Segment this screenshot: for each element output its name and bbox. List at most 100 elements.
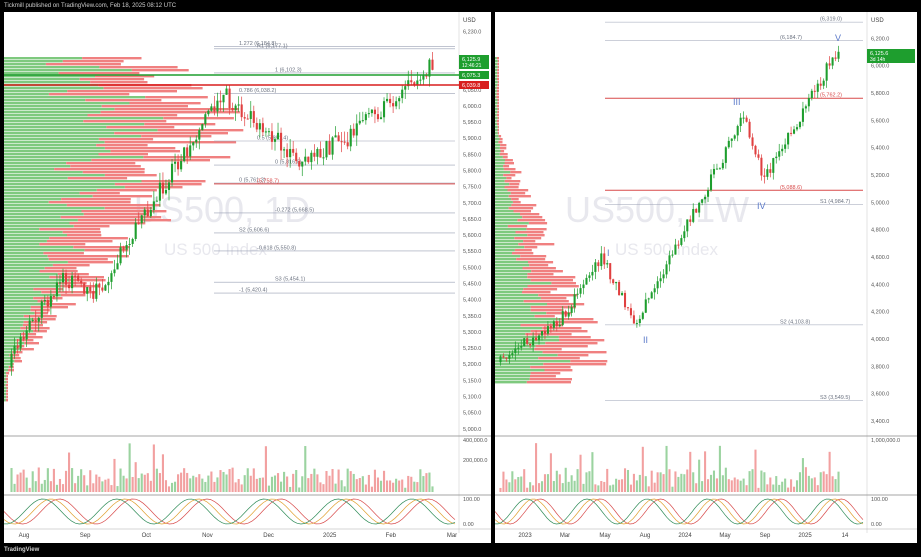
candle-body [404,86,407,90]
candle-body [104,285,107,291]
volume-profile-buy [4,156,144,159]
volume-bar [382,470,386,492]
volume-profile-sell [5,399,8,402]
volume-profile-sell [507,189,529,192]
volume-profile-buy [495,87,497,90]
candle-body [653,288,656,293]
volume-profile-buy [495,312,547,315]
candle-body [701,199,704,203]
price-tick-label: 5,200.0 [463,362,481,368]
candle-body [837,51,840,59]
volume-profile-sell [69,222,146,225]
daily-chart-panel[interactable]: US500, 1D US 500 Index 1.272 (6,184.8) R1 (… [4,12,491,543]
candle-body [228,88,231,109]
volume-profile-buy [495,306,531,309]
price-tick-label: 5,400.0 [463,298,481,304]
candle-body [146,209,149,217]
volume-profile-sell [141,135,212,138]
candle-body [71,275,74,289]
volume-bar [392,482,395,492]
candle-body [597,262,600,267]
candle-body [523,338,526,347]
volume-profile-sell [129,102,201,105]
volume-profile-buy [4,195,93,198]
candle-body [603,253,606,265]
volume-profile-buy [4,165,71,168]
volume-bar [653,482,656,492]
volume-profile-buy [495,189,508,192]
volume-profile-buy [4,126,107,129]
volume-bar [243,475,246,492]
volume-bar [207,475,210,492]
volume-profile-sell [530,366,571,369]
price-tick-label: 5,950.0 [463,120,481,126]
candle-body [795,127,799,130]
volume-bar [502,471,505,492]
daily-chart[interactable]: US500, 1D US 500 Index 1.272 (6,184.8)R1 (… [4,12,491,543]
volume-bar [367,474,370,492]
volume-profile-sell [163,117,234,120]
volume-profile-buy [495,351,543,354]
volume-bar [754,449,757,492]
volume-profile-sell [6,387,8,390]
volume-profile-sell [497,69,499,72]
candle-body [134,222,137,239]
volume-bar [128,443,131,492]
candle-body [733,135,736,139]
volume-bar [579,454,582,492]
price-tick-label: 4,000.0 [871,337,889,343]
volume-bar [784,478,787,492]
volume-profile-buy [495,66,498,69]
volume-profile-buy [4,342,25,345]
candle-body [46,299,49,307]
volume-profile-sell [497,72,499,75]
candle-body [781,148,784,152]
volume-bar [361,476,364,492]
volume-bar [721,475,724,492]
volume-bar [775,476,778,492]
volume-profile-buy [4,93,49,96]
volume-profile-buy [495,75,498,78]
candle-body [34,320,37,322]
volume-bar [40,483,43,492]
candle-body [704,196,707,200]
time-axis-label: Dec [263,533,274,539]
candle-body [74,275,77,277]
candle-body [623,292,627,308]
volume-bar [810,478,813,492]
volume-profile-buy [495,318,560,321]
time-axis-label: Sep [760,533,771,539]
volume-profile-sell [96,144,148,147]
candle-body [819,83,822,86]
volume-bar [570,475,573,492]
candle-body [727,140,730,148]
volume-bar [352,473,355,492]
volume-profile-buy [4,276,50,279]
volume-profile-sell [39,228,101,231]
volume-profile-buy [4,177,68,180]
volume-bar [632,473,635,492]
volume-bar [555,470,558,492]
candle-body [825,63,828,81]
volume-bar [641,446,644,492]
volume-profile-buy [4,255,48,258]
volume-bar [626,469,630,492]
footer-bar: TradingView [0,544,921,557]
volume-profile-sell [516,258,546,261]
volume-profile-buy [495,225,508,228]
volume-profile-buy [4,108,115,111]
candle-body [650,292,653,299]
volume-bar [186,472,189,492]
candle-body [319,148,322,158]
candle-body [316,148,319,157]
volume-bar [395,478,398,492]
volume-bar [807,475,810,492]
volume-profile-sell [92,195,152,198]
level-price-tag [459,81,489,89]
volume-profile-sell [79,78,145,81]
level-label: (5,758.7) [257,178,279,184]
current-price-tag [867,49,915,63]
volume-bar [615,478,618,492]
